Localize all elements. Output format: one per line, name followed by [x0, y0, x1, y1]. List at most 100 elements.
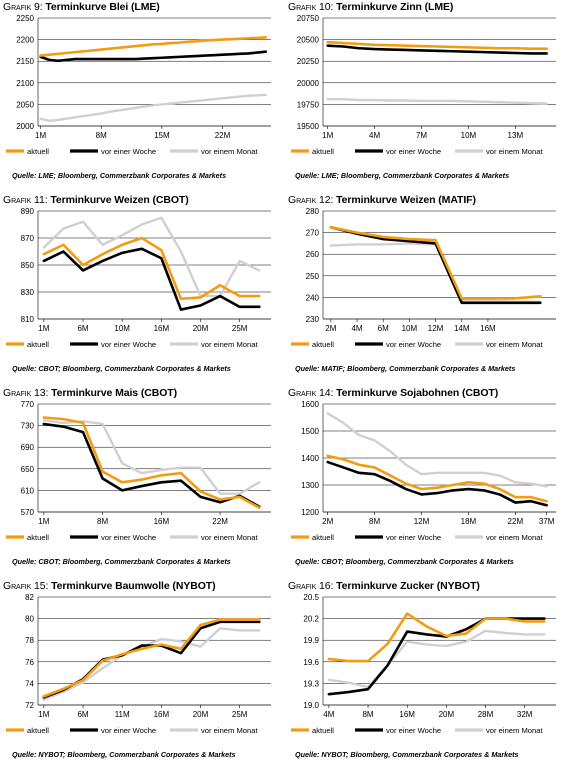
- chart-title: Grafik 14: Terminkurve Sojabohnen (CBOT): [288, 387, 498, 399]
- x-tick-label: 22M: [215, 131, 231, 140]
- legend-label-aktuell: aktuell: [312, 147, 334, 156]
- series-line-woche: [326, 460, 548, 507]
- y-tick-label: 20250: [297, 57, 320, 66]
- legend-label-monat: vor einem Monat: [486, 340, 543, 349]
- legend-label-aktuell: aktuell: [27, 726, 49, 735]
- chart-label: Grafik 11:: [3, 194, 48, 206]
- y-tick-label: 80: [25, 615, 34, 624]
- chart-label: Grafik 12:: [288, 194, 334, 206]
- x-tick-label: 8M: [97, 517, 108, 526]
- chart-label: Grafik 14:: [288, 387, 334, 399]
- y-tick-label: 76: [25, 658, 34, 667]
- y-tick-label: 1200: [301, 508, 319, 517]
- series-line-woche: [39, 50, 268, 63]
- x-tick-label: 22M: [508, 517, 524, 526]
- y-tick-label: 1300: [301, 481, 319, 490]
- y-tick-label: 74: [25, 679, 34, 688]
- x-tick-label: 8M: [369, 517, 380, 526]
- legend-label-woche: vor einer Woche: [101, 147, 156, 156]
- y-tick-label: 2150: [16, 57, 34, 66]
- chart-source: Quelle: NYBOT; Bloomberg, Commerzbank Co…: [12, 750, 236, 759]
- legend-label-monat: vor einem Monat: [486, 147, 543, 156]
- y-tick-label: 19.3: [303, 679, 319, 688]
- x-tick-label: 18M: [461, 517, 477, 526]
- chart-panel-12: Grafik 12: Terminkurve Weizen (MATIF) 230…: [285, 193, 562, 384]
- y-tick-label: 19.6: [303, 658, 319, 667]
- y-tick-label: 270: [306, 229, 320, 238]
- series-line-woche: [42, 247, 261, 311]
- x-tick-label: 16M: [480, 324, 496, 333]
- x-tick-label: 8M: [362, 710, 373, 719]
- y-tick-label: 2050: [16, 100, 34, 109]
- chart-title-text: Terminkurve Mais (CBOT): [51, 387, 177, 399]
- x-tick-label: 1M: [35, 131, 46, 140]
- legend-label-monat: vor einem Monat: [486, 726, 543, 735]
- x-tick-label: 8M: [96, 131, 107, 140]
- x-tick-label: 6M: [77, 710, 88, 719]
- chart-title: Grafik 15: Terminkurve Baumwolle (NYBOT): [3, 580, 216, 592]
- series-line-aktuell: [326, 454, 548, 503]
- chart-panel-16: Grafik 16: Terminkurve Zucker (NYBOT) 19.…: [285, 579, 562, 770]
- x-tick-label: 1M: [38, 517, 49, 526]
- chart-title-text: Terminkurve Weizen (MATIF): [336, 194, 476, 206]
- chart-source: Quelle: NYBOT; Bloomberg, Commerzbank Co…: [295, 750, 519, 759]
- series-line-aktuell: [39, 36, 268, 57]
- chart-source: Quelle: MATIF; Bloomberg, Commerzbank Co…: [295, 364, 516, 373]
- line-chart: 810 830 850 870 890 1M 6M 10M 16M 20M 25M aktuell vo…: [6, 207, 271, 349]
- y-tick-label: 830: [21, 288, 35, 297]
- y-tick-label: 230: [306, 315, 320, 324]
- y-tick-label: 19.0: [303, 701, 319, 710]
- x-tick-label: 11M: [115, 710, 130, 719]
- chart-panel-9: Grafik 9: Terminkurve Blei (LME) 2000 2050…: [0, 0, 281, 191]
- legend-label-aktuell: aktuell: [312, 726, 334, 735]
- series-line-monat: [42, 627, 261, 701]
- x-tick-label: 2M: [322, 517, 333, 526]
- x-tick-label: 4M: [351, 324, 362, 333]
- x-tick-label: 13M: [508, 131, 524, 140]
- y-tick-label: 850: [21, 261, 35, 270]
- legend-label-monat: vor einem Monat: [201, 340, 258, 349]
- x-tick-label: 12M: [414, 517, 430, 526]
- legend-label-monat: vor einem Monat: [201, 533, 258, 542]
- y-tick-label: 82: [25, 593, 34, 602]
- chart-label: Grafik 13:: [3, 387, 49, 399]
- x-tick-label: 16M: [154, 517, 170, 526]
- x-tick-label: 1M: [38, 324, 49, 333]
- y-tick-label: 19.9: [303, 636, 319, 645]
- chart-title: Grafik 11: Terminkurve Weizen (CBOT): [3, 194, 189, 206]
- y-tick-label: 19750: [297, 100, 320, 109]
- legend-label-aktuell: aktuell: [27, 533, 49, 542]
- x-tick-label: 6M: [378, 324, 389, 333]
- legend-label-woche: vor einer Woche: [386, 147, 441, 156]
- chart-panel-11: Grafik 11: Terminkurve Weizen (CBOT) 810 8…: [0, 193, 281, 384]
- chart-panel-14: Grafik 14: Terminkurve Sojabohnen (CBOT)…: [285, 386, 562, 577]
- legend-label-monat: vor einem Monat: [201, 726, 258, 735]
- y-tick-label: 78: [25, 636, 34, 645]
- chart-panel-15: Grafik 15: Terminkurve Baumwolle (NYBOT)…: [0, 579, 281, 770]
- series-line-aktuell: [327, 612, 546, 663]
- line-chart: 19500 19750 20000 20250 20500 20750 1M 4M 7M 10M 1…: [291, 14, 556, 156]
- chart-title: Grafik 13: Terminkurve Mais (CBOT): [3, 387, 177, 399]
- y-tick-label: 240: [306, 293, 320, 302]
- y-tick-label: 1500: [301, 427, 319, 436]
- y-tick-label: 2200: [16, 36, 34, 45]
- chart-title: Grafik 16: Terminkurve Zucker (NYBOT): [288, 580, 480, 592]
- chart-title-text: Terminkurve Baumwolle (NYBOT): [51, 580, 216, 592]
- legend-label-monat: vor einem Monat: [486, 533, 543, 542]
- x-tick-label: 25M: [232, 710, 248, 719]
- legend-label-aktuell: aktuell: [312, 340, 334, 349]
- series-line-monat: [329, 242, 542, 303]
- series-line-aktuell: [42, 618, 261, 698]
- x-tick-label: 14M: [454, 324, 470, 333]
- chart-title: Grafik 10: Terminkurve Zinn (LME): [288, 1, 453, 13]
- x-tick-label: 4M: [369, 131, 380, 140]
- y-tick-label: 250: [306, 272, 320, 281]
- y-tick-label: 1400: [301, 454, 319, 463]
- x-tick-label: 20M: [193, 710, 209, 719]
- chart-title: Grafik 9: Terminkurve Blei (LME): [3, 1, 160, 13]
- chart-source: Quelle: LME; Bloomberg, Commerzbank Corp…: [12, 171, 227, 180]
- legend-label-monat: vor einem Monat: [201, 147, 258, 156]
- series-line-woche: [329, 225, 542, 305]
- x-tick-label: 32M: [517, 710, 533, 719]
- series-line-monat: [42, 216, 261, 298]
